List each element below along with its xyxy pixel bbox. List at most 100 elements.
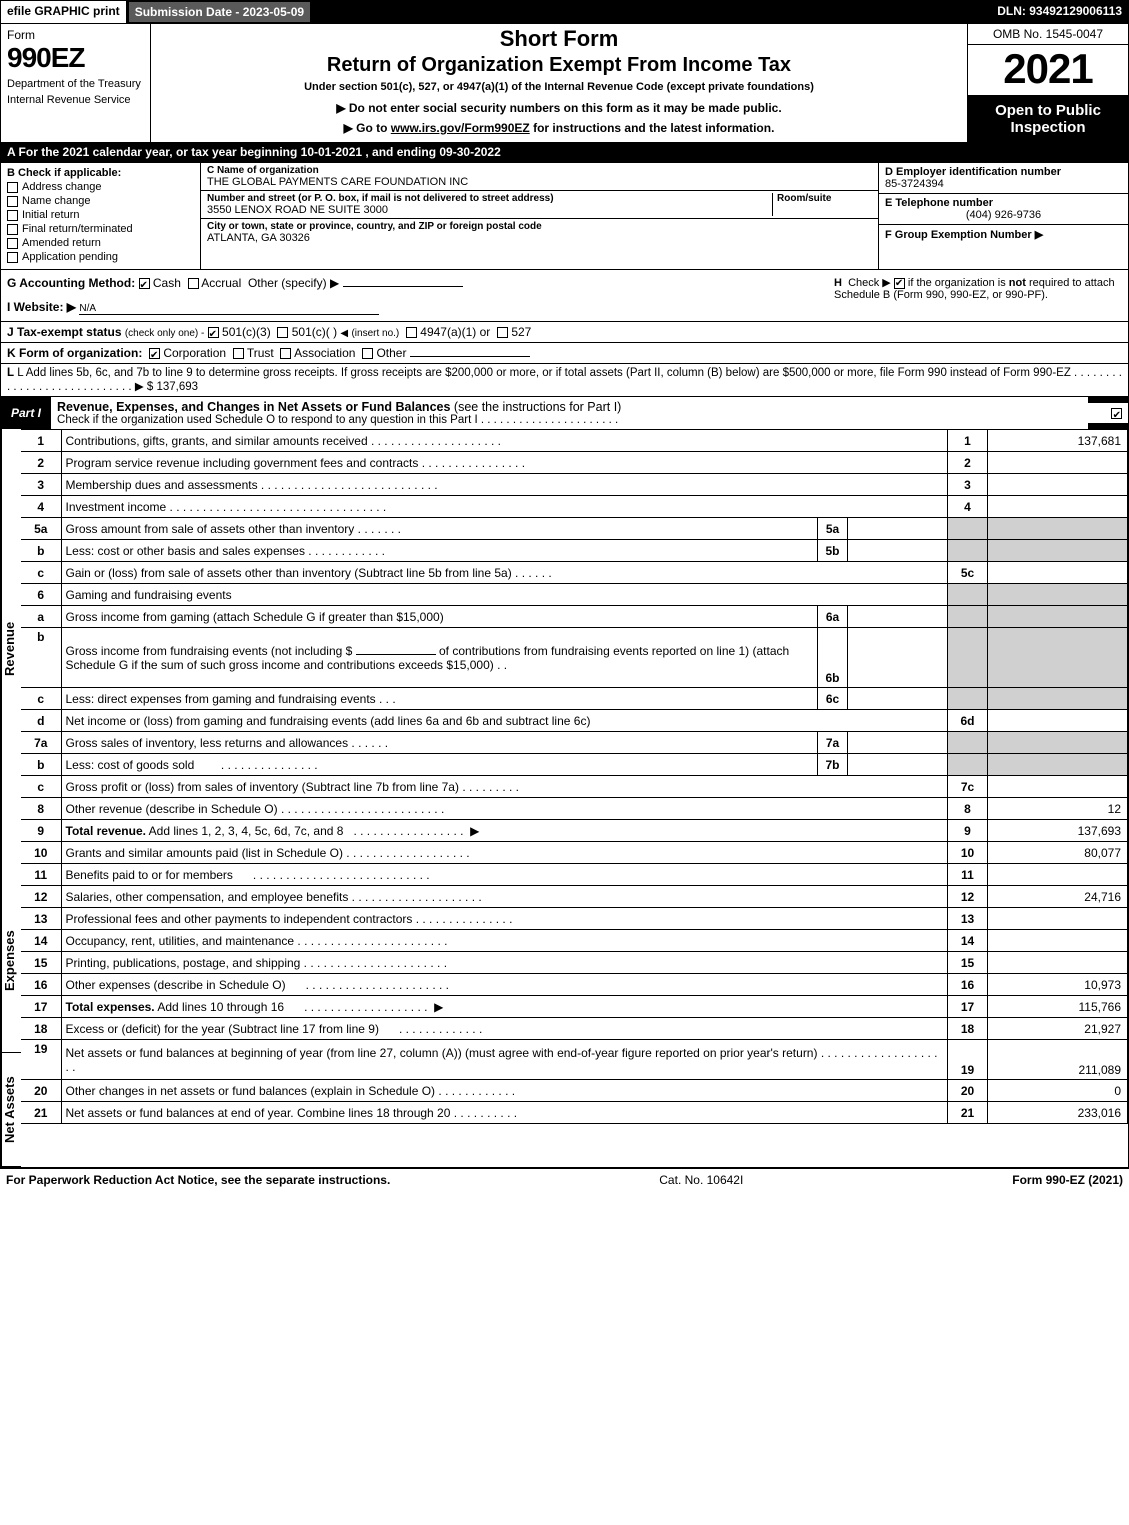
- line-21: 21Net assets or fund balances at end of …: [21, 1102, 1128, 1124]
- line-5a: 5aGross amount from sale of assets other…: [21, 518, 1128, 540]
- part-1-title: Revenue, Expenses, and Changes in Net As…: [51, 396, 1088, 429]
- line-3: 3Membership dues and assessments . . . .…: [21, 474, 1128, 496]
- website-value: N/A: [79, 303, 379, 315]
- cb-527[interactable]: [497, 327, 508, 338]
- cb-schedule-b[interactable]: [894, 278, 905, 289]
- column-d-e-f: D Employer identification number 85-3724…: [878, 163, 1128, 269]
- opt-527: 527: [511, 325, 531, 339]
- cb-final-return[interactable]: Final return/terminated: [7, 223, 194, 235]
- return-title: Return of Organization Exempt From Incom…: [155, 54, 963, 77]
- ein-row: D Employer identification number 85-3724…: [879, 163, 1128, 194]
- subtitle: Under section 501(c), 527, or 4947(a)(1)…: [155, 81, 963, 93]
- cb-schedule-o-part1[interactable]: [1111, 408, 1122, 419]
- part1-sub: Check if the organization used Schedule …: [57, 414, 1082, 426]
- cb-address-change[interactable]: Address change: [7, 181, 194, 193]
- open-public-inspection: Open to Public Inspection: [968, 96, 1128, 142]
- room-label: Room/suite: [777, 193, 872, 204]
- opt-trust: Trust: [247, 346, 274, 360]
- cb-association[interactable]: [280, 348, 291, 359]
- line-4: 4Investment income . . . . . . . . . . .…: [21, 496, 1128, 518]
- c-name-label: C Name of organization: [207, 165, 872, 176]
- column-c-org-info: C Name of organization THE GLOBAL PAYMEN…: [201, 163, 878, 269]
- line-18: 18Excess or (deficit) for the year (Subt…: [21, 1018, 1128, 1040]
- goto-prefix: ▶ Go to: [344, 121, 391, 135]
- cb-other-org[interactable]: [362, 348, 373, 359]
- opt-4947: 4947(a)(1) or: [420, 325, 490, 339]
- cb-label-address: Address change: [22, 181, 102, 193]
- e-label: E Telephone number: [885, 197, 1122, 209]
- opt-corp: Corporation: [163, 346, 226, 360]
- cb-application-pending[interactable]: Application pending: [7, 251, 194, 263]
- footer-form-prefix: Form: [1012, 1173, 1045, 1187]
- cb-accrual[interactable]: [188, 278, 199, 289]
- section-g-h-i: G Accounting Method: Cash Accrual Other …: [1, 269, 1128, 321]
- line-9: 9Total revenue. Add lines 1, 2, 3, 4, 5c…: [21, 820, 1128, 842]
- street-row: Number and street (or P. O. box, if mail…: [201, 191, 878, 219]
- short-form-title: Short Form: [155, 26, 963, 52]
- line-7b: bLess: cost of goods sold . . . . . . . …: [21, 754, 1128, 776]
- cb-501c3[interactable]: [208, 327, 219, 338]
- street-label: Number and street (or P. O. box, if mail…: [207, 193, 772, 204]
- footer-form-number: 990-EZ: [1046, 1173, 1085, 1187]
- form-number: 990EZ: [7, 42, 144, 74]
- f-label: F Group Exemption Number ▶: [885, 229, 1043, 241]
- do-not-enter-ssn: ▶ Do not enter social security numbers o…: [155, 101, 963, 115]
- row-a-tax-year: A For the 2021 calendar year, or tax yea…: [1, 142, 1128, 162]
- section-b-c-d-e-f: B Check if applicable: Address change Na…: [1, 162, 1128, 269]
- dln-number: DLN: 93492129006113: [991, 1, 1128, 23]
- cb-corporation[interactable]: [149, 348, 160, 359]
- opt-501c: 501(c)( ): [292, 325, 337, 339]
- row-h-check: H Check ▶ if the organization is not req…: [828, 270, 1128, 321]
- line-6b: bGross income from fundraising events (n…: [21, 628, 1128, 688]
- telephone-value: (404) 926-9736: [885, 209, 1122, 221]
- cb-initial-return[interactable]: Initial return: [7, 209, 194, 221]
- cb-label-initial: Initial return: [22, 209, 79, 221]
- goto-instructions: ▶ Go to www.irs.gov/Form990EZ for instru…: [155, 121, 963, 135]
- d-label: D Employer identification number: [885, 166, 1122, 178]
- city-label: City or town, state or province, country…: [207, 221, 872, 232]
- street-value: 3550 LENOX ROAD NE SUITE 3000: [207, 204, 772, 216]
- side-label-expenses: Expenses: [1, 869, 21, 1053]
- cb-name-change[interactable]: Name change: [7, 195, 194, 207]
- cb-amended-return[interactable]: Amended return: [7, 237, 194, 249]
- footer-right: Form 990-EZ (2021): [1012, 1173, 1123, 1187]
- irs-link[interactable]: www.irs.gov/Form990EZ: [391, 121, 530, 135]
- line-20: 20Other changes in net assets or fund ba…: [21, 1080, 1128, 1102]
- cb-trust[interactable]: [233, 348, 244, 359]
- other-label: Other (specify) ▶: [248, 276, 339, 290]
- column-b-checkboxes: B Check if applicable: Address change Na…: [1, 163, 201, 269]
- line-8: 8Other revenue (describe in Schedule O) …: [21, 798, 1128, 820]
- footer-form-year: (2021): [1085, 1173, 1123, 1187]
- cb-501c[interactable]: [277, 327, 288, 338]
- j-label: J Tax-exempt status: [7, 325, 122, 339]
- city-value: ATLANTA, GA 30326: [207, 232, 872, 244]
- footer-center: Cat. No. 10642I: [659, 1173, 743, 1187]
- line-6a: aGross income from gaming (attach Schedu…: [21, 606, 1128, 628]
- line-7c: cGross profit or (loss) from sales of in…: [21, 776, 1128, 798]
- line-6: 6Gaming and fundraising events: [21, 584, 1128, 606]
- g-label: G Accounting Method:: [7, 276, 135, 290]
- line-7a: 7aGross sales of inventory, less returns…: [21, 732, 1128, 754]
- row-g-accounting: G Accounting Method: Cash Accrual Other …: [7, 276, 822, 290]
- lines-table-wrapper: 1Contributions, gifts, grants, and simil…: [21, 429, 1128, 1167]
- line-1: 1Contributions, gifts, grants, and simil…: [21, 430, 1128, 452]
- org-name: THE GLOBAL PAYMENTS CARE FOUNDATION INC: [207, 176, 872, 188]
- efile-print-button[interactable]: efile GRAPHIC print: [1, 1, 128, 23]
- line-12: 12Salaries, other compensation, and empl…: [21, 886, 1128, 908]
- part-1-header: Part I Revenue, Expenses, and Changes in…: [1, 396, 1128, 429]
- city-row: City or town, state or province, country…: [201, 219, 878, 246]
- cb-cash[interactable]: [139, 278, 150, 289]
- line-11: 11Benefits paid to or for members . . . …: [21, 864, 1128, 886]
- line-6d: dNet income or (loss) from gaming and fu…: [21, 710, 1128, 732]
- org-name-row: C Name of organization THE GLOBAL PAYMEN…: [201, 163, 878, 191]
- telephone-row: E Telephone number (404) 926-9736: [879, 194, 1128, 225]
- line-5c: cGain or (loss) from sale of assets othe…: [21, 562, 1128, 584]
- cb-label-final: Final return/terminated: [22, 223, 133, 235]
- part1-title-text: Revenue, Expenses, and Changes in Net As…: [57, 400, 450, 414]
- ghi-left: G Accounting Method: Cash Accrual Other …: [1, 270, 828, 321]
- side-label-netassets: Net Assets: [1, 1053, 21, 1167]
- submission-date: Submission Date - 2023-05-09: [128, 1, 312, 23]
- cb-4947[interactable]: [406, 327, 417, 338]
- tax-year: 2021: [968, 45, 1128, 96]
- k-label: K Form of organization:: [7, 346, 142, 360]
